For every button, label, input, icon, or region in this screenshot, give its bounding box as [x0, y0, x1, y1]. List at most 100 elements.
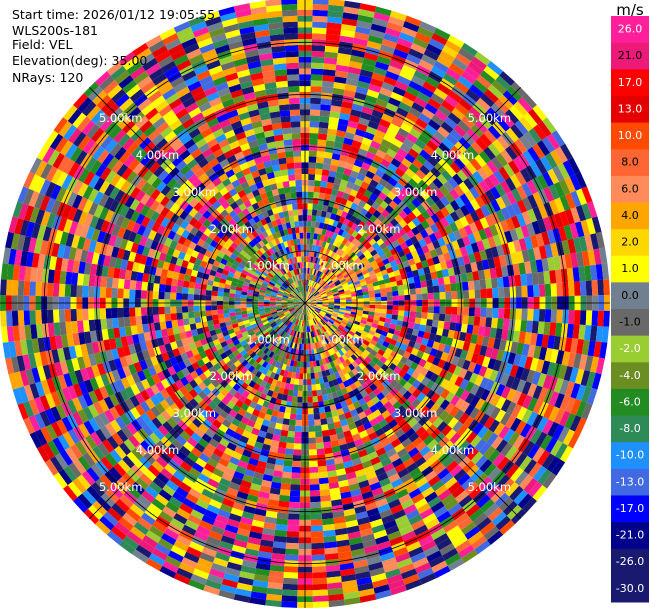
- velocity-cell: [269, 570, 284, 578]
- velocity-cell: [485, 379, 495, 392]
- velocity-cell: [320, 309, 327, 314]
- velocity-cell: [312, 324, 317, 331]
- velocity-cell: [404, 153, 416, 164]
- velocity-cell: [354, 218, 362, 226]
- velocity-cell: [505, 445, 518, 461]
- velocity-cell: [340, 223, 347, 231]
- velocity-cell: [490, 406, 501, 420]
- velocity-cell: [325, 350, 331, 358]
- velocity-cell: [363, 394, 372, 403]
- velocity-cell: [540, 434, 553, 451]
- velocity-cell: [327, 16, 343, 24]
- velocity-cell: [385, 250, 393, 259]
- velocity-cell: [349, 261, 357, 268]
- velocity-cell: [309, 472, 319, 479]
- velocity-cell: [370, 326, 377, 333]
- velocity-cell: [311, 390, 318, 397]
- velocity-cell: [408, 282, 416, 290]
- velocity-cell: [265, 408, 274, 416]
- velocity-cell: [341, 574, 357, 583]
- velocity-cell: [465, 201, 476, 214]
- velocity-cell: [437, 277, 445, 286]
- velocity-cell: [264, 395, 272, 403]
- velocity-cell: [345, 213, 353, 221]
- velocity-cell: [305, 303, 311, 306]
- velocity-cell: [330, 105, 342, 113]
- velocity-cell: [129, 289, 136, 299]
- velocity-cell: [314, 245, 319, 252]
- velocity-cell: [521, 308, 528, 321]
- velocity-cell: [305, 308, 308, 315]
- velocity-cell: [339, 35, 355, 44]
- velocity-cell: [500, 399, 512, 413]
- velocity-cell: [495, 396, 507, 410]
- velocity-cell: [170, 545, 187, 558]
- velocity-cell: [284, 382, 290, 390]
- velocity-cell: [365, 336, 372, 343]
- velocity-cell: [305, 303, 311, 305]
- velocity-cell: [316, 277, 321, 283]
- velocity-cell: [517, 97, 533, 113]
- velocity-cell: [363, 189, 373, 198]
- velocity-cell: [542, 472, 557, 489]
- velocity-cell: [301, 308, 304, 315]
- velocity-cell: [301, 320, 304, 327]
- velocity-cell: [312, 396, 318, 403]
- velocity-cell: [466, 145, 479, 159]
- velocity-cell: [318, 313, 324, 319]
- velocity-cell: [301, 338, 305, 344]
- velocity-cell: [478, 365, 488, 378]
- velocity-cell: [309, 484, 320, 491]
- velocity-cell: [326, 570, 341, 578]
- velocity-cell: [480, 205, 491, 218]
- velocity-cell: [427, 292, 434, 300]
- velocity-cell: [289, 329, 294, 336]
- velocity-cell: [441, 493, 455, 506]
- velocity-cell: [327, 294, 334, 298]
- velocity-cell: [274, 422, 283, 430]
- velocity-cell: [311, 325, 315, 332]
- velocity-cell: [334, 214, 341, 222]
- velocity-cell: [532, 143, 546, 159]
- velocity-cell: [413, 524, 429, 536]
- velocity-cell: [519, 135, 533, 151]
- velocity-cell: [324, 193, 331, 201]
- velocity-cell: [386, 291, 393, 297]
- velocity-cell: [351, 325, 358, 331]
- velocity-cell: [513, 239, 522, 253]
- velocity-cell: [512, 156, 525, 172]
- velocity-cell: [311, 221, 316, 228]
- velocity-cell: [291, 354, 296, 361]
- velocity-cell: [349, 408, 358, 417]
- velocity-cell: [357, 385, 365, 393]
- velocity-cell: [286, 359, 292, 366]
- velocity-cell: [320, 352, 325, 360]
- velocity-cell: [488, 419, 500, 433]
- velocity-cell: [255, 502, 268, 511]
- velocity-cell: [381, 557, 397, 568]
- velocity-cell: [305, 332, 308, 339]
- velocity-cell: [335, 426, 344, 435]
- velocity-cell: [323, 345, 328, 352]
- velocity-cell: [276, 393, 284, 400]
- velocity-cell: [359, 528, 374, 537]
- velocity-cell: [311, 531, 324, 538]
- velocity-cell: [358, 74, 372, 84]
- velocity-cell: [537, 120, 552, 137]
- velocity-cell: [420, 318, 428, 326]
- velocity-cell: [503, 428, 515, 443]
- velocity-cell: [432, 417, 444, 429]
- velocity-cell: [333, 82, 346, 90]
- velocity-cell: [341, 280, 348, 286]
- velocity-cell: [282, 345, 287, 352]
- velocity-cell: [341, 23, 357, 32]
- velocity-cell: [418, 481, 432, 493]
- velocity-cell: [528, 481, 543, 498]
- velocity-cell: [310, 501, 322, 509]
- velocity-cell: [532, 485, 547, 502]
- velocity-cell: [310, 313, 314, 319]
- velocity-cell: [360, 342, 368, 350]
- velocity-cell: [340, 106, 352, 115]
- velocity-cell: [431, 278, 439, 287]
- velocity-cell: [354, 342, 361, 349]
